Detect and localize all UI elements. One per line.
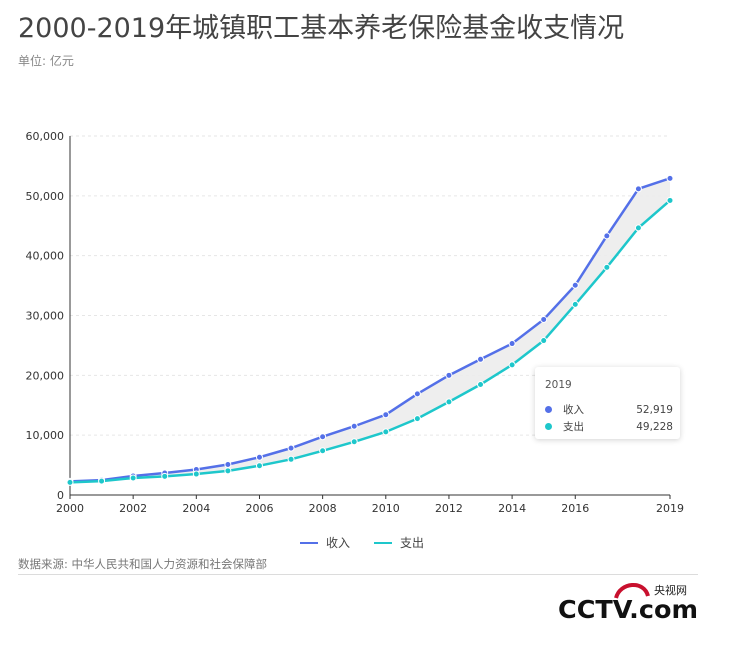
data-point-expense [445, 398, 453, 406]
x-tick-label: 2008 [309, 502, 337, 515]
y-tick-label: 60,000 [26, 130, 65, 143]
y-tick-label: 30,000 [26, 310, 65, 323]
data-point-income [445, 371, 453, 379]
x-tick-label: 2016 [561, 502, 589, 515]
data-point-income [634, 185, 642, 193]
y-tick-label: 0 [57, 489, 64, 502]
data-point-expense [161, 472, 169, 480]
logo-cn: 央视网 [654, 583, 687, 597]
data-point-expense [603, 263, 611, 271]
chart-title: 2000-2019年城镇职工基本养老保险基金收支情况 [18, 13, 625, 44]
divider [18, 574, 698, 575]
x-tick-label: 2010 [372, 502, 400, 515]
data-point-expense [634, 224, 642, 232]
series-line-expense [69, 199, 671, 484]
y-tick-label: 40,000 [26, 250, 65, 263]
logo-text: CCTV.com [558, 595, 698, 624]
data-point-expense [66, 478, 74, 486]
logo-swoosh [614, 583, 650, 599]
legend-label-income: 收入 [326, 536, 351, 550]
data-point-expense [413, 415, 421, 423]
data-point-income [224, 461, 232, 469]
data-point-income [571, 281, 579, 289]
data-point-income [319, 433, 327, 441]
data-point-expense [350, 438, 358, 446]
data-point-income [477, 355, 485, 363]
x-tick-label: 2002 [119, 502, 147, 515]
data-point-expense [255, 462, 263, 470]
data-point-expense [287, 455, 295, 463]
tooltip-title: 2019 [545, 379, 572, 391]
data-point-expense [129, 474, 137, 482]
legend: 收入 支出 [300, 534, 424, 551]
legend-swatch-expense [374, 541, 393, 544]
data-point-income [287, 444, 295, 452]
x-tick-label: 2006 [245, 502, 273, 515]
data-point-expense [98, 477, 106, 485]
tooltip: 2019 收入 52,919 支出 49,228 [535, 367, 680, 439]
data-point-expense [192, 470, 200, 478]
x-tick-label: 2014 [498, 502, 526, 515]
data-point-expense [540, 337, 548, 345]
cctv-logo: 央视网 CCTV.com [558, 583, 698, 624]
unit-label: 单位: 亿元 [18, 54, 74, 68]
tooltip-value-income: 52,919 [636, 403, 673, 416]
data-point-expense [508, 361, 516, 369]
data-point-expense [666, 196, 674, 204]
tooltip-value-expense: 49,228 [636, 420, 673, 433]
tooltip-row-income: 收入 52,919 [545, 402, 673, 417]
legend-swatch-income [300, 541, 318, 544]
data-point-expense [224, 467, 232, 475]
x-tick-label: 2004 [182, 502, 210, 515]
x-tick-label: 2019 [656, 502, 684, 515]
data-point-income [540, 315, 548, 323]
data-point-income [603, 232, 611, 240]
source-note: 数据来源: 中华人民共和国人力资源和社会保障部 [18, 557, 268, 571]
data-point-income [413, 390, 421, 398]
tooltip-name-expense: 支出 [563, 421, 584, 433]
tooltip-dot-expense [545, 423, 552, 430]
data-point-expense [571, 300, 579, 308]
y-tick-label: 20,000 [26, 369, 65, 382]
x-tick-label: 2012 [435, 502, 463, 515]
tooltip-row-expense: 支出 49,228 [545, 419, 673, 434]
data-point-expense [477, 380, 485, 388]
series-line-income [69, 177, 671, 483]
data-point-income [666, 174, 674, 182]
data-point-income [255, 453, 263, 461]
legend-item-income[interactable]: 收入 [300, 534, 350, 551]
tooltip-dot-income [545, 406, 552, 413]
data-point-income [350, 422, 358, 430]
legend-item-expense[interactable]: 支出 [374, 534, 424, 551]
x-tick-label: 2000 [56, 502, 84, 515]
y-tick-label: 50,000 [26, 190, 65, 203]
tooltip-name-income: 收入 [563, 404, 584, 416]
data-point-income [508, 340, 516, 348]
legend-label-expense: 支出 [400, 536, 425, 550]
data-point-expense [319, 447, 327, 455]
data-point-income [382, 411, 390, 419]
data-point-expense [382, 428, 390, 436]
y-tick-label: 10,000 [26, 429, 65, 442]
